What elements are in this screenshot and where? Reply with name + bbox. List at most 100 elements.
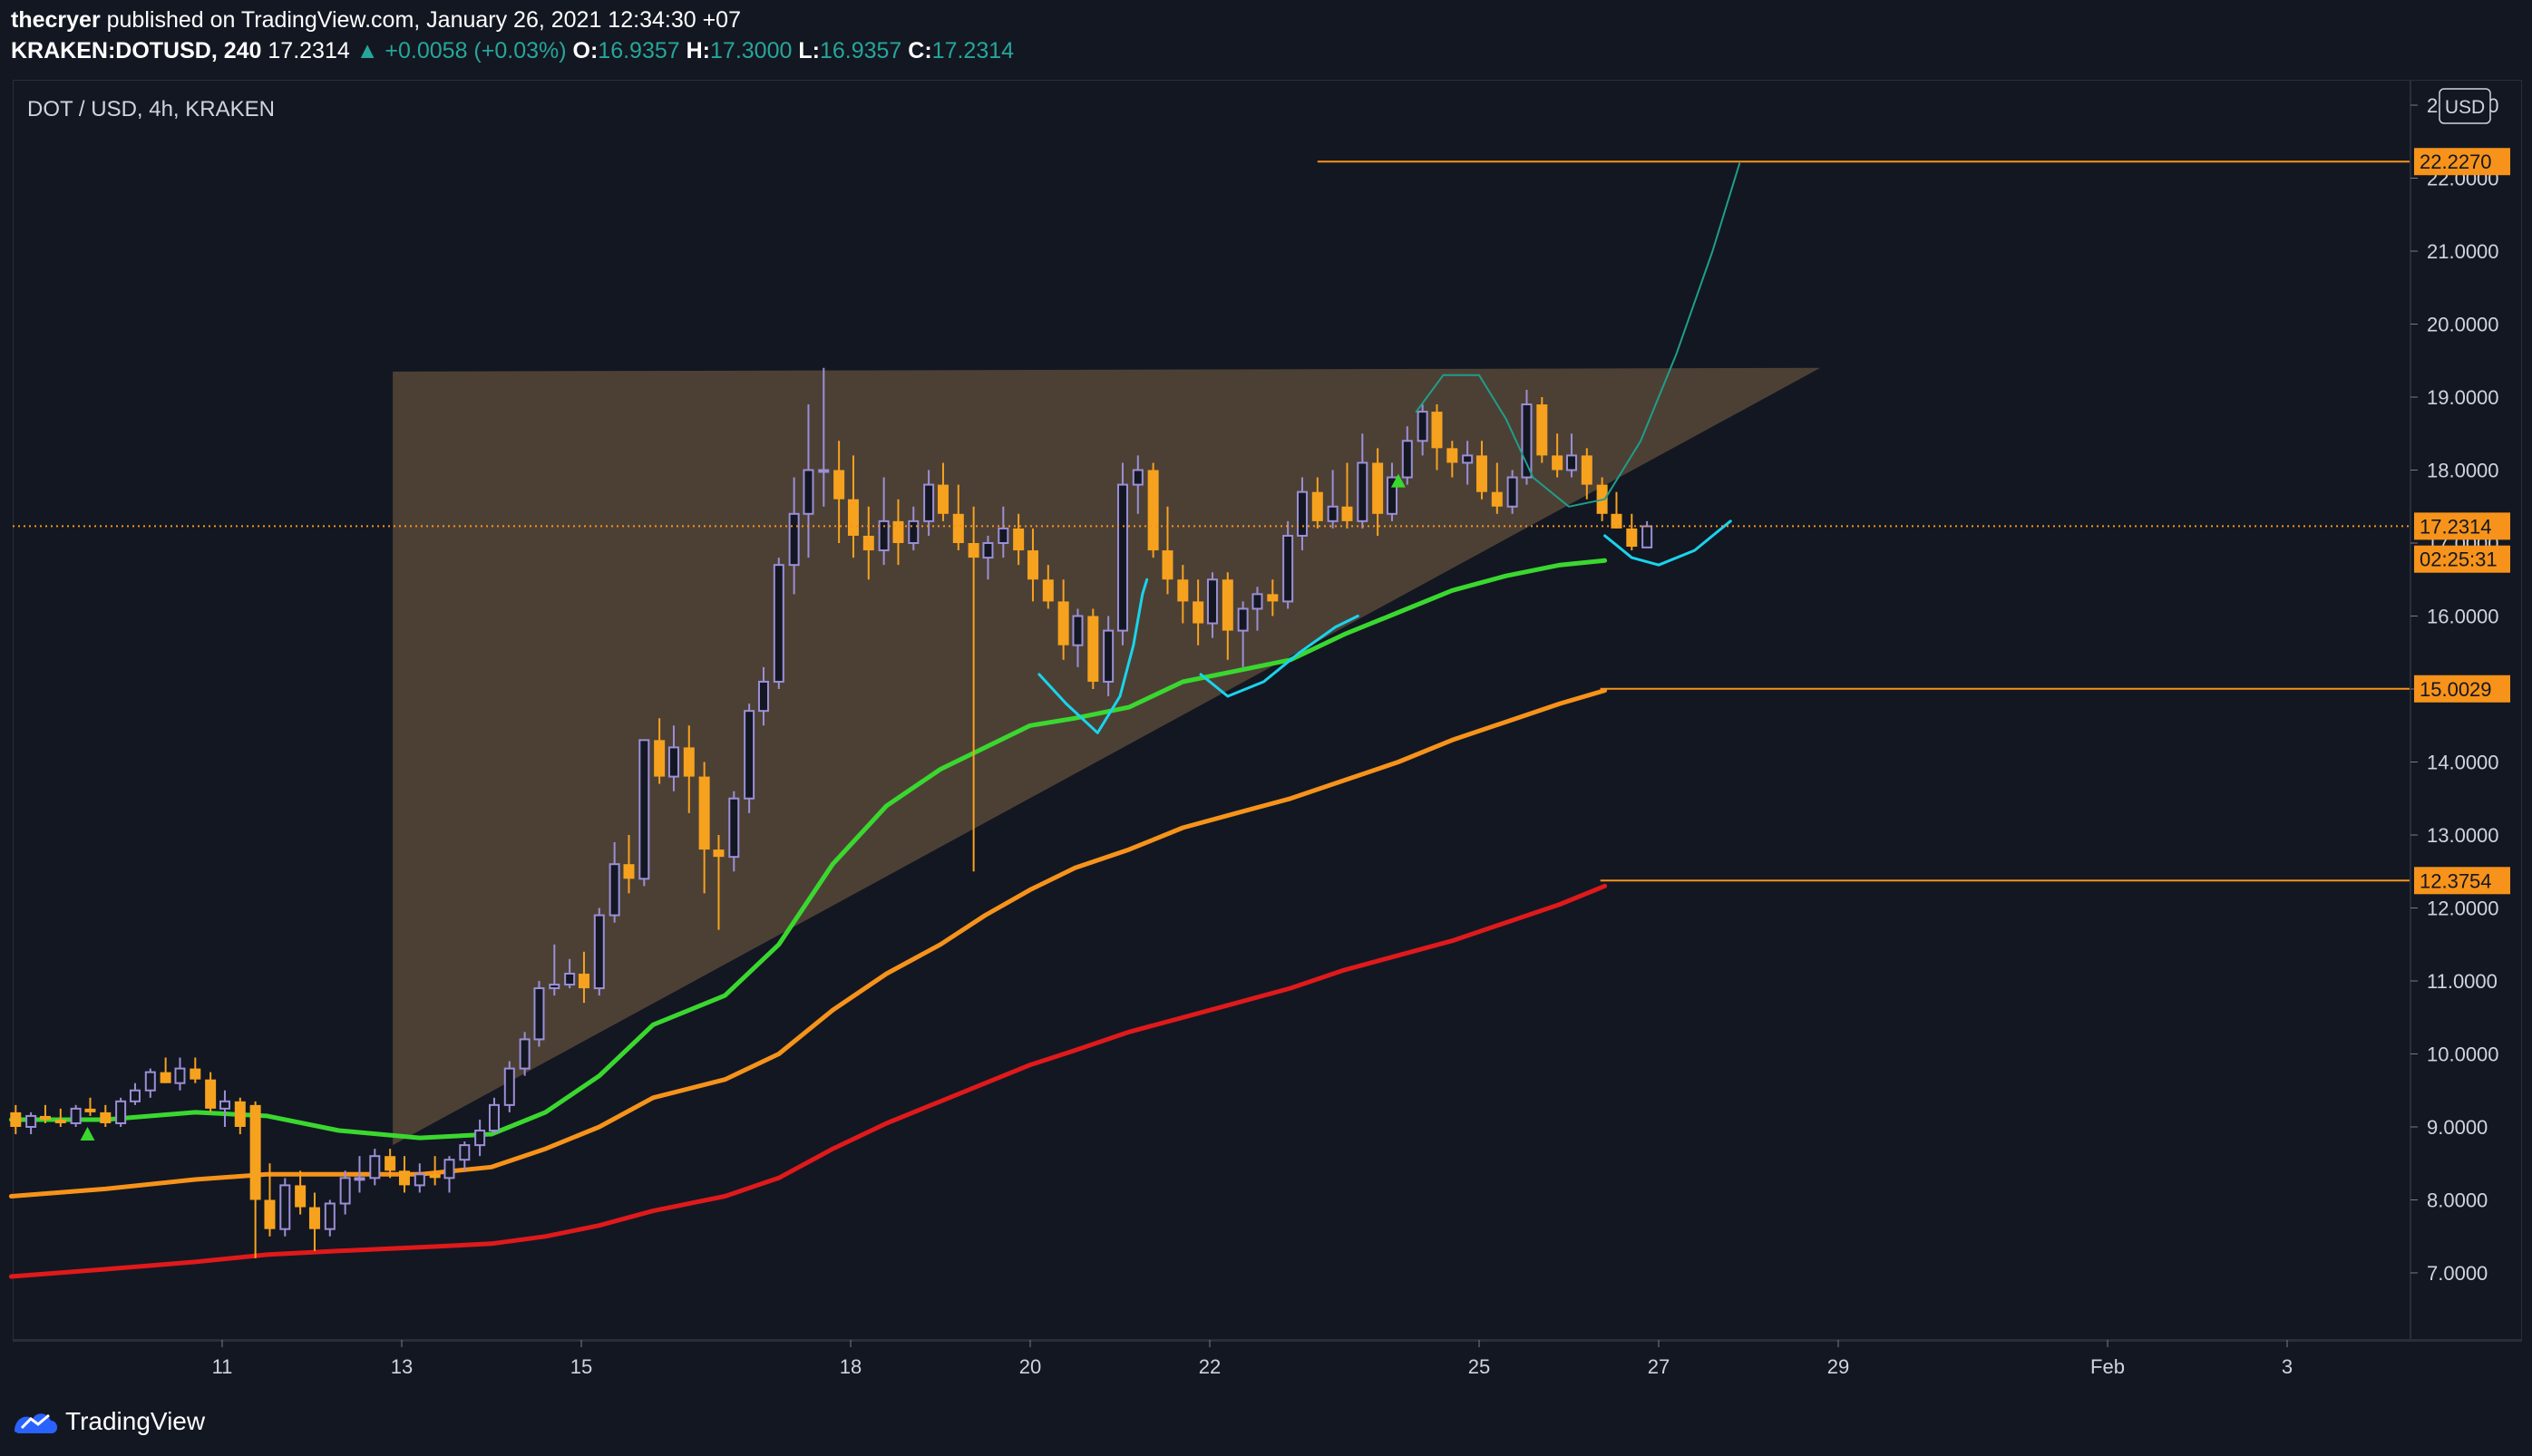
candle-body (788, 512, 800, 567)
candle-body (1147, 470, 1159, 551)
candle-body (129, 1089, 141, 1102)
candle-98 (1475, 441, 1487, 500)
candle-body (1013, 528, 1025, 551)
candle-24 (369, 1149, 381, 1186)
y-tick-label: 7.0000 (2427, 1262, 2488, 1285)
open-label: O: (572, 38, 599, 63)
price-change: ▲ +0.0058 (+0.03%) (355, 38, 567, 63)
candle-34 (519, 1032, 531, 1076)
candle-body (398, 1170, 410, 1186)
candle-body (533, 987, 545, 1041)
candle-32 (488, 1097, 500, 1135)
candle-body (937, 484, 949, 514)
candle-22 (339, 1170, 351, 1215)
candle-body (667, 746, 679, 778)
candle-23 (354, 1156, 365, 1193)
y-tick-label: 8.0000 (2427, 1189, 2488, 1212)
candle-body (488, 1103, 500, 1132)
candle-9 (144, 1068, 156, 1098)
close-value: 17.2314 (931, 38, 1015, 63)
candle-61 (923, 470, 935, 536)
candle-body (744, 710, 755, 800)
candle-body (190, 1068, 201, 1080)
candle-87 (1311, 477, 1323, 529)
candle-73 (1103, 616, 1115, 697)
candle-50 (757, 666, 769, 726)
candle-97 (1462, 441, 1474, 485)
candle-47 (713, 835, 725, 930)
candle-body (564, 972, 576, 986)
candle-12 (190, 1057, 201, 1083)
close-label: C: (908, 38, 932, 63)
candle-72 (1087, 608, 1099, 689)
candle-29 (443, 1156, 455, 1193)
candle-body (519, 1038, 531, 1070)
published-text: published on TradingView.com, January 26… (106, 7, 741, 33)
candle-63 (952, 484, 964, 551)
candle-body (1116, 483, 1128, 632)
candle-body (1401, 440, 1413, 479)
candle-body (908, 519, 920, 544)
candle-108 (1626, 513, 1638, 551)
candle-body (773, 564, 784, 683)
chart-frame (13, 80, 2522, 1342)
candle-body (1521, 403, 1533, 479)
y-tick-label: 14.0000 (2427, 752, 2499, 774)
candle-body (1372, 462, 1384, 514)
candle-103 (1552, 433, 1563, 478)
author-name[interactable]: thecryer (11, 7, 101, 33)
candle-body (549, 984, 560, 990)
candle-60 (908, 506, 920, 551)
candle-body (443, 1159, 455, 1179)
candle-64 (968, 506, 979, 872)
candle-75 (1132, 455, 1144, 514)
candle-79 (1193, 579, 1204, 645)
candle-42 (638, 739, 650, 887)
candle-body (1431, 412, 1443, 449)
candle-57 (862, 506, 874, 580)
candle-49 (744, 704, 755, 813)
candle-body (1327, 505, 1339, 522)
candle-body (698, 776, 710, 850)
currency-button[interactable]: USD (2439, 88, 2491, 124)
candle-body (1237, 607, 1249, 632)
candle-body (593, 914, 605, 990)
candle-58 (878, 477, 890, 566)
candle-body (84, 1108, 96, 1112)
candle-27 (414, 1163, 425, 1193)
candle-15 (234, 1097, 246, 1135)
candle-77 (1162, 506, 1173, 595)
candle-body (249, 1104, 261, 1200)
candle-body (1446, 448, 1458, 463)
candle-body (339, 1177, 351, 1205)
candle-104 (1565, 433, 1577, 478)
candle-body (1282, 534, 1294, 603)
price-label-box (2414, 545, 2510, 573)
candle-13 (205, 1072, 217, 1112)
cup-annotation-1 (1037, 578, 1149, 734)
candle-17 (264, 1163, 276, 1237)
y-tick-label: 21.0000 (2427, 240, 2499, 263)
candle-100 (1506, 470, 1518, 514)
candle-26 (398, 1156, 410, 1193)
candle-body (1162, 550, 1173, 580)
footer-brand[interactable]: TradingView (13, 1403, 205, 1440)
price-label-text: 12.3754 (2420, 869, 2492, 892)
candle-93 (1401, 426, 1413, 485)
candle-99 (1491, 462, 1503, 514)
candle-71 (1072, 608, 1084, 667)
candle-107 (1611, 491, 1622, 529)
ema-line-3 (8, 883, 1608, 1279)
candle-6 (100, 1104, 112, 1127)
price-label-countdown: 02:25:31 (2414, 545, 2510, 573)
candle-body (354, 1177, 365, 1181)
low-value: 16.9357 (819, 38, 902, 63)
candle-body (1103, 629, 1115, 683)
candle-body (25, 1114, 37, 1129)
candle-92 (1386, 462, 1397, 521)
high-value: 17.3000 (710, 38, 793, 63)
candle-body (998, 527, 1009, 545)
candle-body (728, 797, 740, 859)
candle-105 (1581, 448, 1592, 500)
